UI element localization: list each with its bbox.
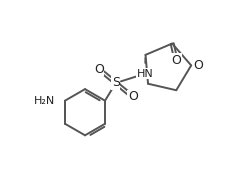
Text: O: O <box>94 63 103 76</box>
Text: O: O <box>127 90 137 103</box>
Text: HN: HN <box>136 69 153 79</box>
Text: S: S <box>111 77 119 90</box>
Text: O: O <box>170 54 180 67</box>
Text: H₂N: H₂N <box>33 96 55 106</box>
Text: O: O <box>192 59 202 72</box>
